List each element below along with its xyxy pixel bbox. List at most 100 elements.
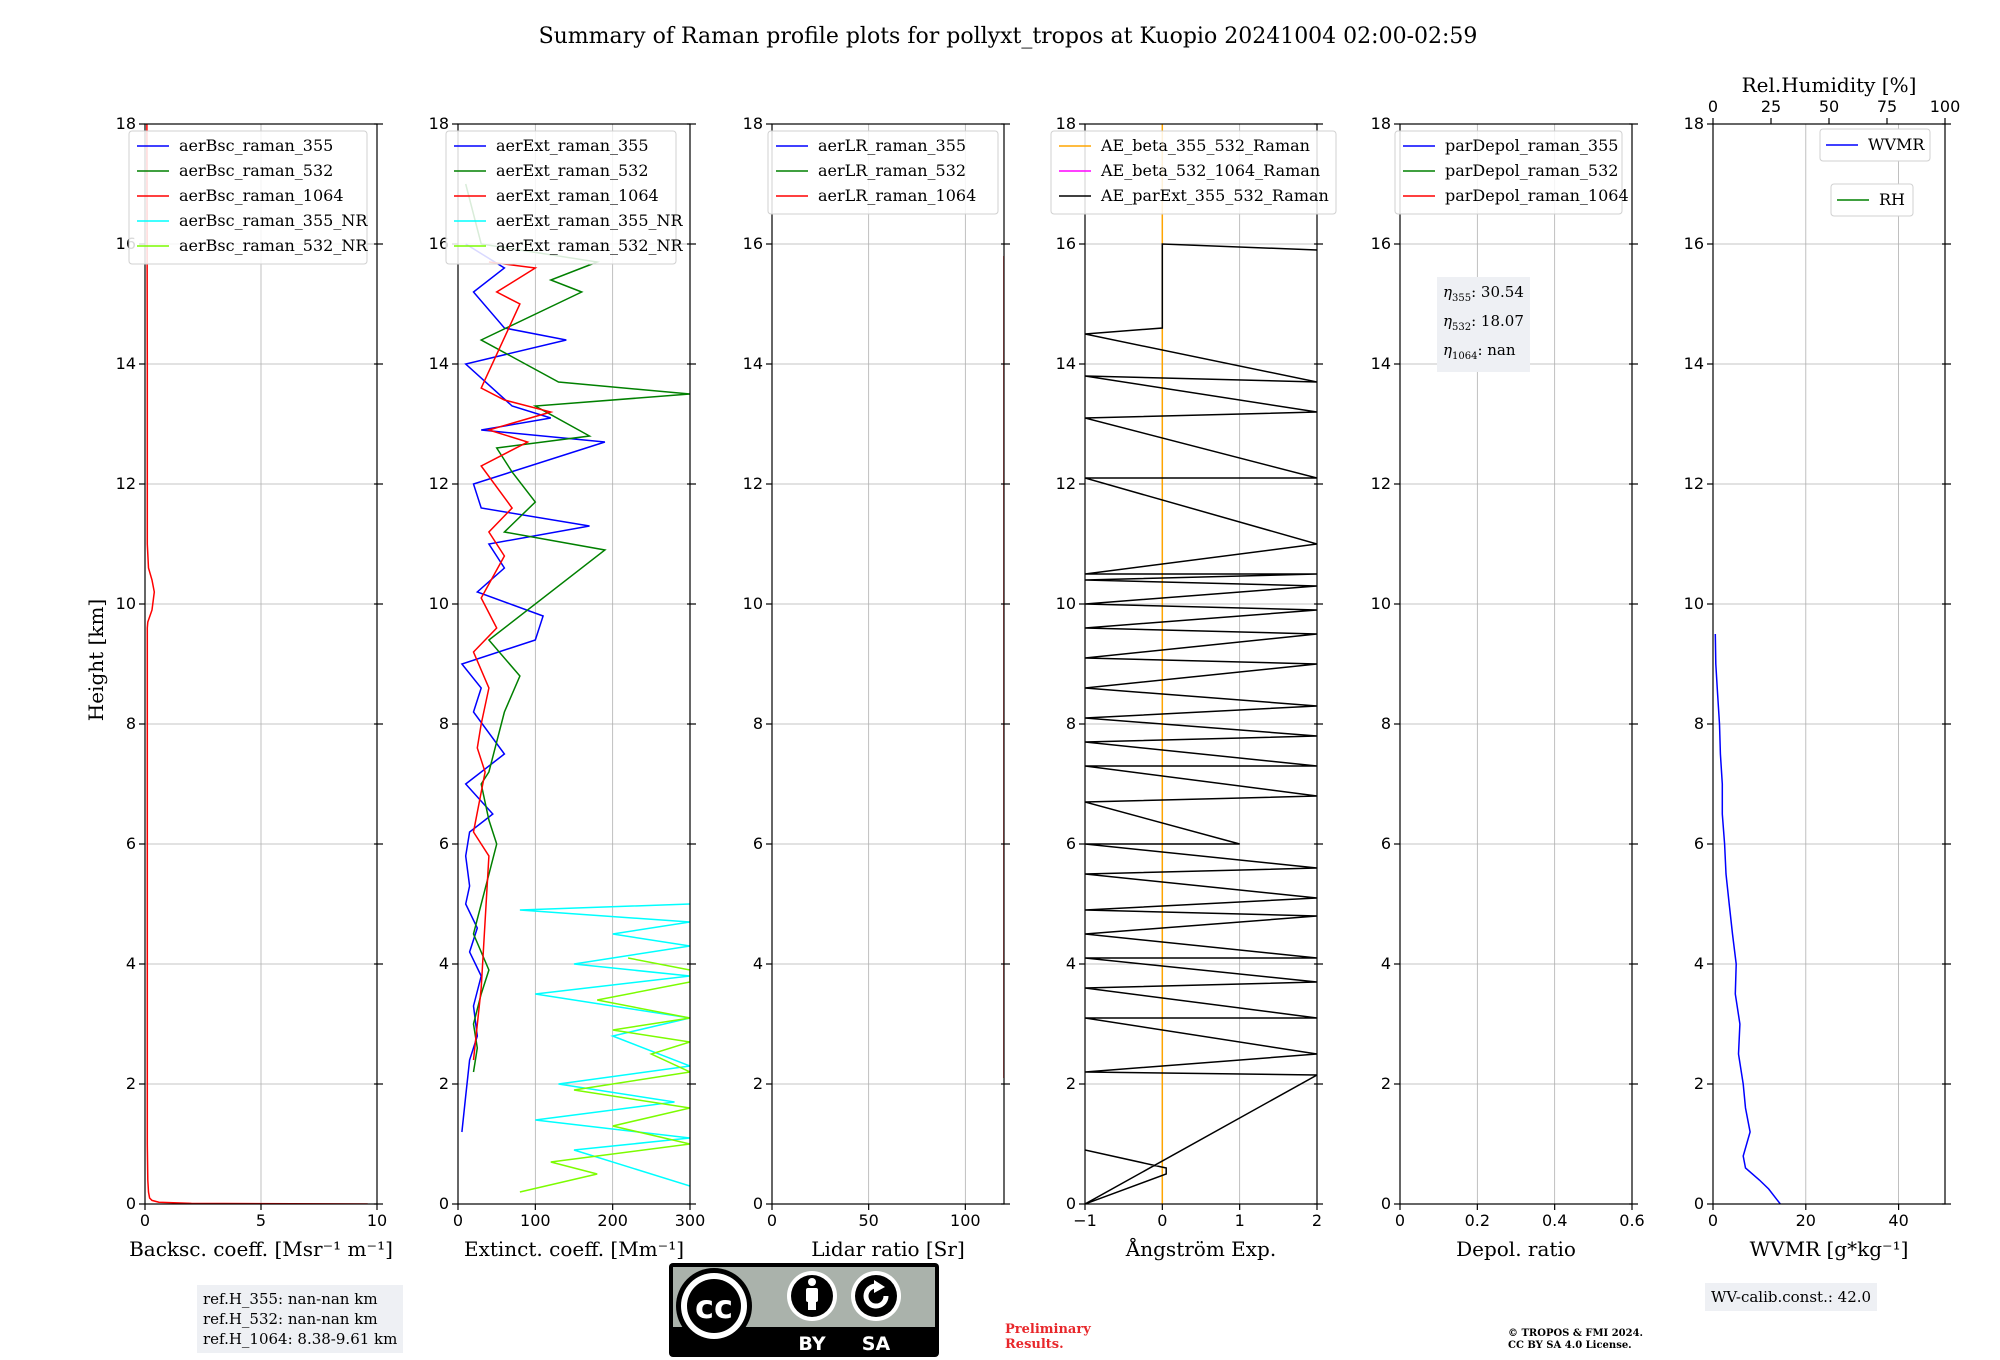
y-tick-label: 12 xyxy=(116,474,136,493)
y-tick-label: 16 xyxy=(1371,234,1391,253)
axes-frame xyxy=(1399,123,1633,1205)
axes-frame xyxy=(1712,123,1946,1205)
x-tick-label: 5 xyxy=(256,1211,266,1230)
y-tick-label: 2 xyxy=(1066,1074,1076,1093)
y-tick-label: 12 xyxy=(1371,474,1391,493)
x-tick-label: 100 xyxy=(950,1211,981,1230)
series-line-aerExt_raman_355 xyxy=(460,243,606,1133)
x-tick-label: −1 xyxy=(1073,1211,1097,1230)
x-tick-label: 200 xyxy=(597,1211,628,1230)
y-tick-label: 2 xyxy=(753,1074,763,1093)
y-tick-label: 0 xyxy=(1381,1194,1391,1213)
x-axis-label: Extinct. coeff. [Mm⁻¹] xyxy=(464,1237,684,1261)
x-tick-label: 100 xyxy=(520,1211,551,1230)
sa-text: SA xyxy=(862,1333,891,1355)
y-tick-label: 12 xyxy=(429,474,449,493)
x-tick-label: 2 xyxy=(1312,1211,1322,1230)
y-tick-label: 8 xyxy=(439,714,449,733)
y-tick-label: 6 xyxy=(1066,834,1076,853)
y-tick-label: 12 xyxy=(1684,474,1704,493)
series-line-aerExt_raman_355_NR xyxy=(519,903,690,1187)
y-tick-label: 18 xyxy=(116,114,136,133)
x-axis-label: Ångström Exp. xyxy=(1125,1236,1276,1261)
legend-box xyxy=(1050,130,1337,215)
y-tick-label: 12 xyxy=(743,474,763,493)
y-tick-label: 14 xyxy=(1056,354,1076,373)
legend-label: aerLR_raman_1064 xyxy=(818,186,976,205)
legend-label: AE_beta_532_1064_Raman xyxy=(1100,161,1320,180)
x-axis-label: Depol. ratio xyxy=(1456,1237,1576,1261)
y-tick-label: 8 xyxy=(126,714,136,733)
y-tick-label: 0 xyxy=(1694,1194,1704,1213)
x-axis-label: Lidar ratio [Sr] xyxy=(811,1237,965,1261)
legend-label: aerExt_raman_355 xyxy=(496,136,649,155)
legend-box xyxy=(445,130,677,265)
y-axis-label: Height [km] xyxy=(84,599,108,721)
legend-label: parDepol_raman_1064 xyxy=(1445,186,1629,205)
x-tick-label: 20 xyxy=(1796,1211,1816,1230)
y-tick-label: 10 xyxy=(1371,594,1391,613)
y-tick-label: 0 xyxy=(439,1194,449,1213)
copyright-note: © TROPOS & FMI 2024. CC BY SA 4.0 Licens… xyxy=(1508,1328,1643,1352)
legend-box-rh xyxy=(1830,183,1914,217)
preliminary-line-1: Preliminary xyxy=(1005,1322,1091,1337)
x-axis-label: Backsc. coeff. [Msr⁻¹ m⁻¹] xyxy=(129,1237,393,1261)
y-tick-label: 8 xyxy=(1381,714,1391,733)
ref-height-box: ref.H_355: nan-nan km ref.H_532: nan-nan… xyxy=(197,1285,404,1353)
y-tick-label: 6 xyxy=(753,834,763,853)
x2-axis-label: Rel.Humidity [%] xyxy=(1742,73,1917,97)
legend-label: parDepol_raman_532 xyxy=(1445,161,1618,180)
wv-calib-box: WV-calib.const.: 42.0 xyxy=(1705,1283,1878,1311)
x-tick-label: 0.6 xyxy=(1619,1211,1644,1230)
y-tick-label: 0 xyxy=(126,1194,136,1213)
preliminary-line-2: Results. xyxy=(1005,1337,1064,1352)
y-tick-label: 10 xyxy=(116,594,136,613)
y-tick-label: 4 xyxy=(1694,954,1704,973)
y-tick-label: 10 xyxy=(1056,594,1076,613)
series-line-aerExt_raman_532 xyxy=(464,183,690,1073)
y-tick-label: 2 xyxy=(439,1074,449,1093)
y-tick-label: 8 xyxy=(753,714,763,733)
legend-box xyxy=(767,130,999,215)
x-tick-label: 300 xyxy=(675,1211,706,1230)
copyright-line-2: CC BY SA 4.0 License. xyxy=(1508,1340,1632,1351)
y-tick-label: 4 xyxy=(753,954,763,973)
x-tick-label: 1 xyxy=(1235,1211,1245,1230)
subplot-2: 0 100 200 300 0 2 4 6 8 10 12 14 16 18 Extinct. coeff.… xyxy=(429,114,706,1261)
y-tick-label: 4 xyxy=(126,954,136,973)
x-tick-label: 50 xyxy=(858,1211,878,1230)
y-tick-label: 16 xyxy=(429,234,449,253)
y-tick-label: 18 xyxy=(1056,114,1076,133)
x2-tick-label: 75 xyxy=(1877,97,1897,116)
y-tick-label: 14 xyxy=(116,354,136,373)
legend-box xyxy=(128,130,368,265)
legend-box xyxy=(1394,130,1623,215)
cc-text: cc xyxy=(695,1288,733,1326)
copyright-line-1: © TROPOS & FMI 2024. xyxy=(1508,1328,1644,1339)
legend-label: aerBsc_raman_355 xyxy=(179,136,333,155)
y-tick-label: 14 xyxy=(743,354,763,373)
legend-label: aerBsc_raman_355_NR xyxy=(179,211,368,230)
y-tick-label: 18 xyxy=(1371,114,1391,133)
y-tick-label: 6 xyxy=(1381,834,1391,853)
x-tick-label: 0 xyxy=(1395,1211,1405,1230)
x-tick-label: 0 xyxy=(453,1211,463,1230)
eta-355: η355: 30.54 xyxy=(1443,283,1524,304)
x-tick-label: 0 xyxy=(140,1211,150,1230)
legend-label: aerBsc_raman_532 xyxy=(179,161,333,180)
cc-license-badge: cc BY SA xyxy=(669,1263,939,1357)
legend-label: AE_parExt_355_532_Raman xyxy=(1100,186,1329,205)
series-line-aerBsc_raman_1064 xyxy=(146,124,368,1204)
x-axis-label: WVMR [g*kg⁻¹] xyxy=(1750,1237,1909,1261)
y-tick-label: 4 xyxy=(1381,954,1391,973)
by-text: BY xyxy=(798,1333,825,1355)
x-tick-label: 10 xyxy=(367,1211,387,1230)
legend-box-wvmr xyxy=(1819,128,1931,162)
y-tick-label: 16 xyxy=(743,234,763,253)
legend-label: aerBsc_raman_1064 xyxy=(179,186,344,205)
eta-532: η532: 18.07 xyxy=(1443,312,1524,333)
y-tick-label: 14 xyxy=(429,354,449,373)
